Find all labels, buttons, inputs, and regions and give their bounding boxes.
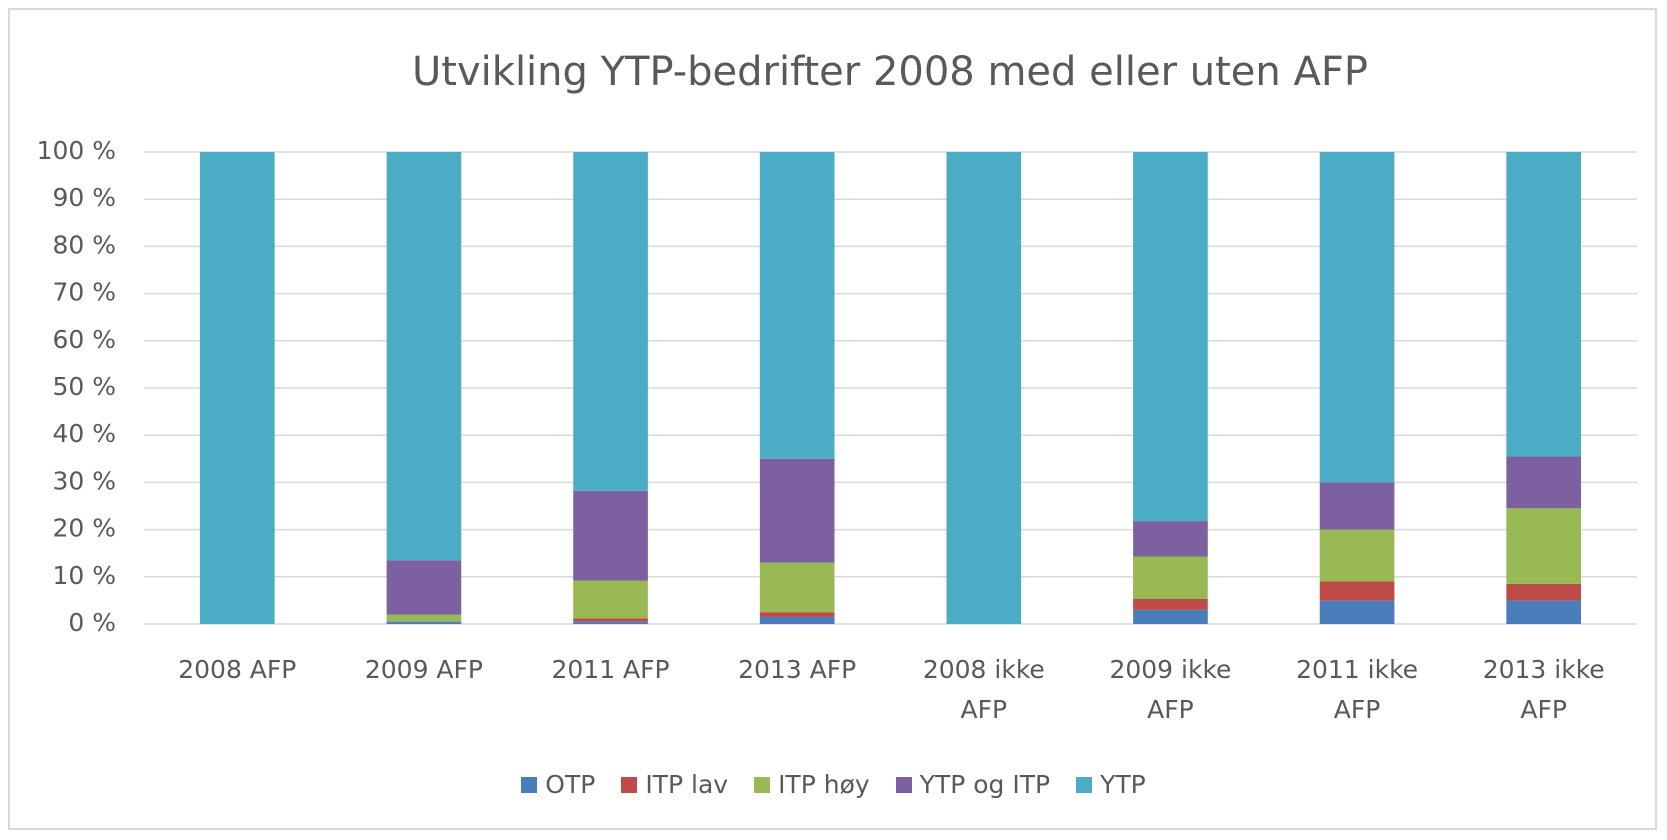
legend-swatch — [754, 776, 771, 793]
chart-title: Utvikling YTP-bedrifter 2008 med eller u… — [412, 49, 1368, 95]
y-tick-label: 30 % — [52, 466, 116, 495]
y-tick-label: 70 % — [52, 278, 116, 307]
bar-segment — [386, 152, 462, 561]
bar-segment — [759, 612, 835, 617]
bar-segment — [759, 562, 835, 613]
y-tick-label: 40 % — [52, 419, 116, 448]
x-tick-label: 2008 ikke AFP — [922, 655, 1045, 724]
y-tick-label: 90 % — [52, 183, 116, 212]
legend-swatch — [1076, 776, 1093, 793]
bar-segment — [946, 152, 1022, 624]
y-tick-label: 20 % — [52, 514, 116, 543]
legend-swatch — [895, 776, 912, 793]
bar-segment — [1133, 598, 1208, 610]
x-tick-label: 2011 AFP — [551, 655, 670, 684]
x-tick-label: 2011 ikke AFP — [1296, 655, 1419, 724]
bar-segment — [1133, 609, 1208, 624]
x-tick-label: 2009 ikke AFP — [1109, 655, 1232, 724]
bar-segment — [199, 152, 275, 624]
bar-segment — [573, 580, 648, 619]
bar-segment — [386, 621, 462, 624]
legend-item: ITP høy — [754, 770, 870, 799]
bar-segment — [386, 614, 462, 622]
bar-segment — [573, 490, 648, 581]
x-tick-label: 2008 AFP — [178, 655, 297, 684]
x-tick-label: 2009 AFP — [364, 655, 483, 684]
bar-segment — [1506, 508, 1582, 584]
bar-segment — [1506, 152, 1582, 457]
chart-border — [8, 8, 1657, 830]
bar-segment — [573, 618, 648, 622]
legend-item: YTP — [1076, 770, 1146, 799]
y-tick-label: 100 % — [37, 136, 116, 165]
y-tick-label: 80 % — [52, 230, 116, 259]
bar-segment — [1133, 556, 1208, 599]
bar-segment — [1319, 600, 1395, 624]
bar-segment — [759, 458, 835, 563]
bar-segment — [386, 560, 462, 615]
bar-segment — [1133, 152, 1208, 522]
legend-item: YTP og ITP — [895, 770, 1051, 799]
bar-segment — [759, 152, 835, 459]
bar-segment — [759, 616, 835, 624]
legend-label: OTP — [545, 770, 596, 799]
legend-swatch — [521, 776, 538, 793]
legend-swatch — [621, 776, 638, 793]
bar-segment — [1506, 600, 1582, 624]
legend-label: YTP og ITP — [919, 770, 1051, 799]
bar-segment — [573, 621, 648, 624]
bar-segment — [1506, 456, 1582, 509]
legend: OTP ITP lav ITP høy YTP og ITP YTP — [0, 770, 1667, 799]
legend-label: ITP lav — [645, 770, 729, 799]
x-tick-label: 2013 ikke AFP — [1482, 655, 1605, 724]
y-tick-label: 60 % — [52, 325, 116, 354]
bar-segment — [1133, 521, 1208, 557]
x-tick-label: 2013 AFP — [738, 655, 857, 684]
y-tick-label: 50 % — [52, 372, 116, 401]
bar-segment — [1319, 581, 1395, 601]
legend-label: YTP — [1100, 770, 1146, 799]
bar-segment — [1506, 583, 1582, 601]
legend-item: ITP lav — [621, 770, 728, 799]
bar-segment — [1319, 529, 1395, 582]
y-tick-label: 10 % — [52, 561, 116, 590]
bar-segment — [1319, 482, 1395, 530]
bar-segment — [1319, 152, 1395, 483]
bar-segment — [573, 152, 648, 491]
legend-label: ITP høy — [778, 770, 870, 799]
legend-item: OTP — [521, 770, 595, 799]
y-tick-label: 0 % — [68, 608, 116, 637]
